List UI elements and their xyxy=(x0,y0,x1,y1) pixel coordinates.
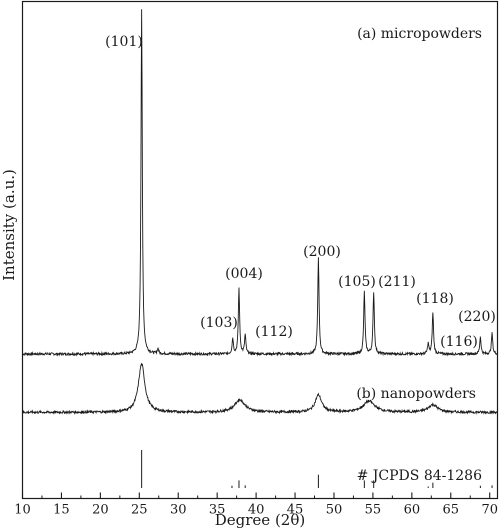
reference-sticks xyxy=(141,450,493,488)
series-label: # JCPDS 84-1286 xyxy=(357,468,482,484)
x-tick-label: 15 xyxy=(53,503,70,518)
x-tick-label: 45 xyxy=(287,503,304,518)
peak-label: (220) xyxy=(458,309,496,325)
peak-labels: (101) (103) (004) (112) (200) (105) (211)(118)… xyxy=(105,34,496,350)
x-tick-label: 70 xyxy=(481,503,498,518)
x-tick-label: 65 xyxy=(443,503,460,518)
series-line-0 xyxy=(22,9,498,357)
peak-label: (004) xyxy=(225,266,263,282)
peak-label: (118) xyxy=(416,291,454,307)
plot-frame xyxy=(21,0,499,500)
x-tick-label: 40 xyxy=(248,503,265,518)
series-labels: (a) micropowders (b) nanopowders # JCPDS 8… xyxy=(356,26,482,484)
x-tick-label: 30 xyxy=(170,503,187,518)
peak-label: (112) xyxy=(255,324,293,340)
peak-label: (101) xyxy=(105,34,143,50)
x-tick-label: 35 xyxy=(209,503,226,518)
peak-label: (105) xyxy=(338,274,376,290)
peak-label: (116) xyxy=(440,334,478,350)
peak-label: (103) xyxy=(200,315,238,331)
x-tick-label: 55 xyxy=(365,503,382,518)
y-axis-title: Intensity (a.u.) xyxy=(0,169,18,281)
x-tick-label: 25 xyxy=(131,503,148,518)
x-tick-label: 20 xyxy=(92,503,109,518)
series-line-1 xyxy=(22,363,498,415)
x-axis-title: Degree (2θ) xyxy=(215,511,305,529)
x-tick-label: 60 xyxy=(404,503,421,518)
x-tick-label: 10 xyxy=(14,503,31,518)
peak-label: (211) xyxy=(378,274,416,290)
series-label: (b) nanopowders xyxy=(356,386,476,402)
x-axis-ticks: 10 15 20 25 30 35 40 45 50 55 60 65 70 xyxy=(14,492,498,518)
x-tick-label: 50 xyxy=(326,503,343,518)
peak-label: (200) xyxy=(303,244,341,260)
pattern-lines xyxy=(22,9,498,415)
series-label: (a) micropowders xyxy=(357,26,482,42)
